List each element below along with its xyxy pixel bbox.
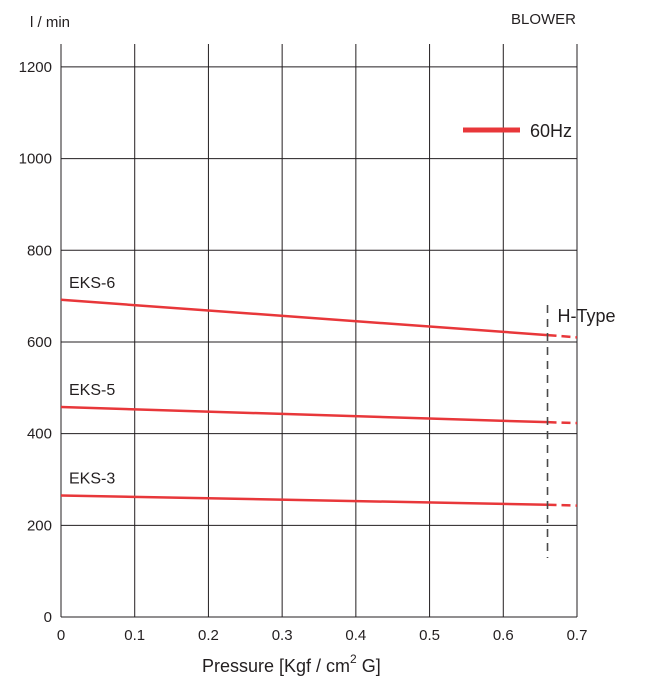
legend-label: 60Hz: [530, 121, 572, 141]
x-tick-label: 0.4: [345, 627, 366, 644]
x-tick-label: 0.6: [493, 627, 514, 644]
chart-series: [60, 127, 578, 558]
series-line-eks-5: [60, 405, 548, 424]
x-tick-label: 0.1: [124, 627, 145, 644]
series-line-dashed-eks-6: [547, 333, 578, 339]
y-tick-label: 0: [44, 609, 52, 626]
series-label-eks-5: EKS-5: [69, 382, 115, 399]
series-line-eks-6: [60, 298, 548, 337]
series-label-eks-6: EKS-6: [69, 275, 115, 292]
y-axis-unit-label: l / min: [30, 14, 70, 31]
y-tick-label: 200: [27, 517, 52, 534]
series-line-dashed-eks-3: [547, 503, 578, 507]
chart-grid: [60, 44, 578, 618]
y-tick-label: 1000: [19, 151, 52, 168]
chart-title: BLOWER: [511, 11, 576, 28]
x-axis-label: Pressure [Kgf / cm2 G]: [202, 652, 381, 676]
series-line-dashed-eks-5: [547, 420, 578, 425]
x-tick-label: 0.2: [198, 627, 219, 644]
series-label-eks-3: EKS-3: [69, 471, 115, 488]
x-tick-label: 0.5: [419, 627, 440, 644]
y-tick-label: 1200: [19, 59, 52, 76]
series-line-eks-3: [60, 494, 548, 506]
x-tick-label: 0.7: [567, 627, 588, 644]
y-tick-label: 400: [27, 426, 52, 443]
h-type-label: H-Type: [558, 306, 616, 326]
y-tick-label: 800: [27, 242, 52, 259]
x-tick-label: 0.3: [272, 627, 293, 644]
y-tick-label: 600: [27, 334, 52, 351]
x-tick-label: 0: [57, 627, 65, 644]
